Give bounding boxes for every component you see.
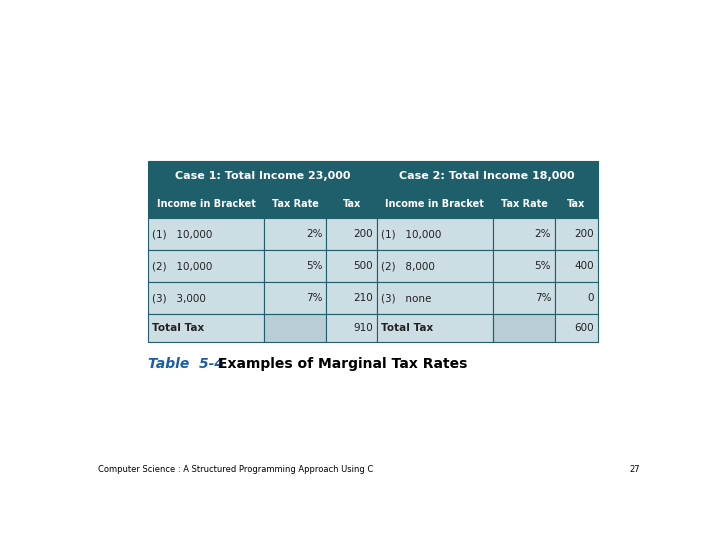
Bar <box>148 314 264 342</box>
Text: 5%: 5% <box>535 261 551 271</box>
Bar <box>493 191 555 218</box>
Text: 27: 27 <box>629 465 640 475</box>
Text: Computer Science : A Structured Programming Approach Using C: Computer Science : A Structured Programm… <box>98 465 373 475</box>
Text: Examples of Marginal Tax Rates: Examples of Marginal Tax Rates <box>218 356 467 370</box>
Bar <box>377 282 493 314</box>
Bar <box>148 161 377 191</box>
Text: 7%: 7% <box>535 293 551 303</box>
Bar <box>377 314 493 342</box>
Text: (3)   3,000: (3) 3,000 <box>152 293 206 303</box>
Bar <box>555 314 598 342</box>
Bar <box>264 250 326 282</box>
Bar <box>264 314 326 342</box>
Bar <box>326 191 377 218</box>
Text: (2)   10,000: (2) 10,000 <box>152 261 212 271</box>
Text: 2%: 2% <box>535 230 551 239</box>
Bar <box>377 250 493 282</box>
Text: 2%: 2% <box>306 230 323 239</box>
Text: Tax: Tax <box>343 199 361 210</box>
Bar <box>493 250 555 282</box>
Text: Total Tax: Total Tax <box>152 323 204 333</box>
Bar <box>326 282 377 314</box>
Text: 200: 200 <box>574 230 594 239</box>
Bar <box>148 282 264 314</box>
Text: 500: 500 <box>354 261 373 271</box>
Bar <box>148 191 264 218</box>
Bar <box>148 218 264 250</box>
Bar <box>493 218 555 250</box>
Bar <box>326 250 377 282</box>
Bar <box>555 191 598 218</box>
Bar <box>493 282 555 314</box>
Text: Tax Rate: Tax Rate <box>500 199 547 210</box>
Text: 210: 210 <box>353 293 373 303</box>
Text: 600: 600 <box>574 323 594 333</box>
Bar <box>264 282 326 314</box>
Bar <box>326 314 377 342</box>
Bar <box>148 250 264 282</box>
Text: (1)   10,000: (1) 10,000 <box>381 230 441 239</box>
Text: Income in Bracket: Income in Bracket <box>385 199 485 210</box>
Bar <box>377 191 493 218</box>
Text: Case 2: Total Income 18,000: Case 2: Total Income 18,000 <box>400 171 575 181</box>
Text: (1)   10,000: (1) 10,000 <box>152 230 212 239</box>
Text: Total Tax: Total Tax <box>381 323 433 333</box>
Text: Income in Bracket: Income in Bracket <box>157 199 256 210</box>
Bar <box>326 218 377 250</box>
Text: (2)   8,000: (2) 8,000 <box>381 261 434 271</box>
Bar <box>264 218 326 250</box>
Bar <box>555 250 598 282</box>
Text: 400: 400 <box>574 261 594 271</box>
Bar <box>377 218 493 250</box>
Text: Tax: Tax <box>567 199 585 210</box>
Text: Table  5-4: Table 5-4 <box>148 356 224 370</box>
Text: 5%: 5% <box>306 261 323 271</box>
Text: 7%: 7% <box>306 293 323 303</box>
Bar <box>377 161 598 191</box>
Bar <box>555 282 598 314</box>
Bar <box>555 218 598 250</box>
Bar <box>493 314 555 342</box>
Text: 910: 910 <box>353 323 373 333</box>
Text: Case 1: Total Income 23,000: Case 1: Total Income 23,000 <box>175 171 350 181</box>
Text: 0: 0 <box>588 293 594 303</box>
Text: 200: 200 <box>354 230 373 239</box>
Bar <box>264 191 326 218</box>
Text: Tax Rate: Tax Rate <box>272 199 319 210</box>
Text: (3)   none: (3) none <box>381 293 431 303</box>
